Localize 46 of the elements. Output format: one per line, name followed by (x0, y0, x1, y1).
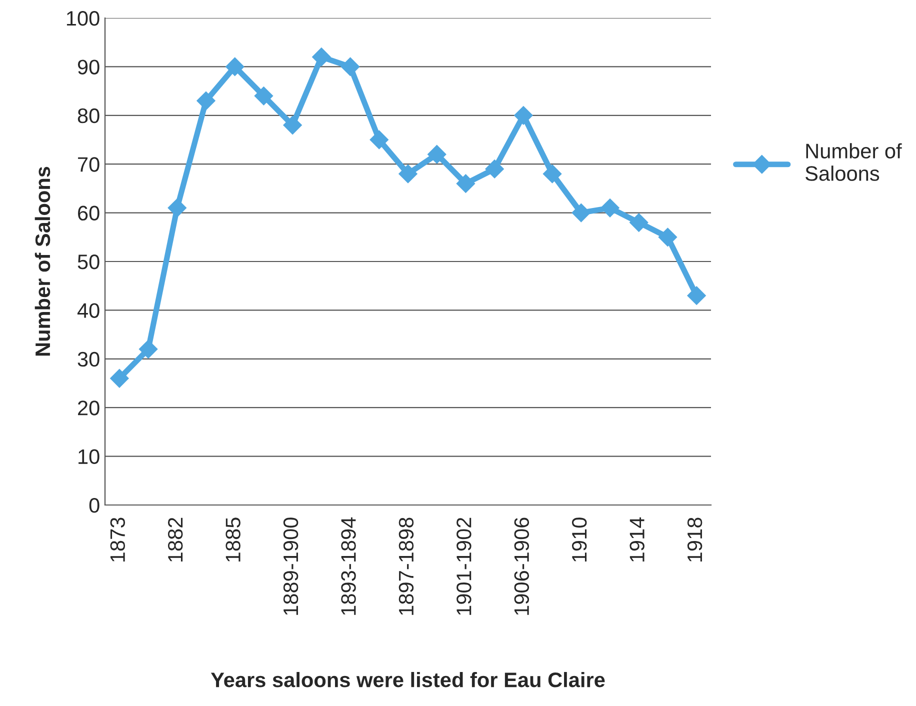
point (428, 145, 446, 164)
y-axis-title: Number of Saloons (34, 166, 50, 356)
x-tick-label: 1901-1902 (456, 518, 472, 615)
point (456, 174, 476, 193)
x-tick-label: 1893-1894 (341, 517, 356, 615)
x-axis-title: Years saloons were listed for Eau Claire (210, 672, 605, 688)
point (110, 369, 129, 388)
x-tick-label: 1882 (168, 518, 183, 562)
x-tick-label: 1889-1900 (283, 518, 298, 615)
x-tick-label: 1906-1906 (514, 518, 530, 615)
point (630, 213, 648, 232)
y-tick-label: 10 (78, 449, 100, 464)
x-tick-label: 1910 (572, 518, 587, 562)
point (572, 203, 590, 222)
y-tick-label: 80 (78, 108, 100, 124)
y-tick-label: 90 (78, 60, 100, 74)
point (138, 340, 158, 359)
y-tick-label: 0 (89, 498, 100, 513)
point (600, 198, 620, 218)
point (340, 57, 360, 76)
point (485, 160, 504, 178)
x-tick-label: 1918 (687, 518, 702, 562)
point (283, 116, 302, 134)
point (168, 198, 186, 218)
point (514, 106, 533, 125)
legend-label: Number of Saloons (806, 143, 902, 181)
x-tick-label: 1914 (630, 517, 644, 562)
y-tick-label: 70 (78, 157, 100, 172)
point (658, 228, 678, 247)
point (398, 164, 418, 184)
x-tick-label: 1897-1898 (398, 518, 414, 615)
x-tick-label: 1873 (110, 518, 126, 562)
point (226, 57, 244, 76)
point (542, 164, 562, 184)
point (196, 91, 216, 110)
y-tick-label: 60 (78, 206, 100, 221)
y-tick-label: 50 (78, 254, 100, 270)
point (370, 130, 388, 150)
point (312, 48, 331, 66)
y-tick-label: 100 (66, 11, 100, 26)
y-tick-label: 20 (78, 400, 100, 416)
point (687, 286, 706, 305)
y-tick-label: 30 (78, 352, 100, 367)
y-tick-label: 40 (77, 303, 100, 318)
point (254, 86, 274, 106)
x-tick-label: 1885 (226, 518, 240, 562)
